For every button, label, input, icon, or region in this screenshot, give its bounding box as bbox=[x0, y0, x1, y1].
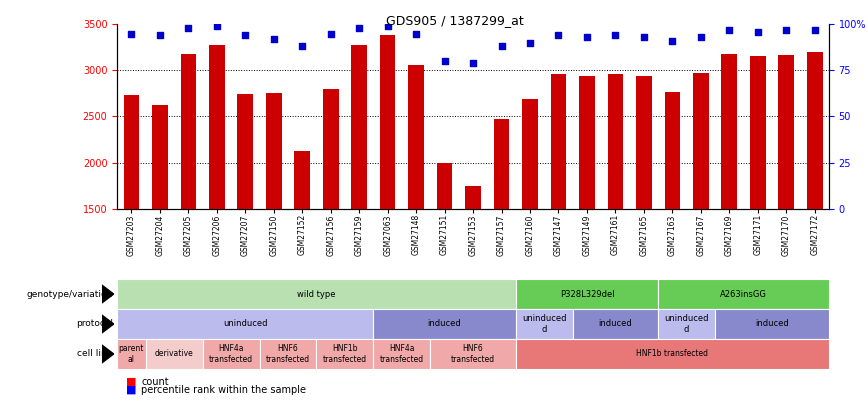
Text: HNF4a
transfected: HNF4a transfected bbox=[209, 344, 253, 364]
Point bbox=[808, 27, 822, 33]
Point bbox=[153, 32, 167, 38]
Bar bbox=[523, 99, 538, 209]
Point bbox=[409, 30, 423, 37]
Bar bbox=[779, 55, 794, 209]
Bar bbox=[550, 74, 566, 209]
Bar bbox=[181, 54, 196, 209]
Bar bbox=[721, 54, 737, 209]
Text: cell line: cell line bbox=[77, 350, 113, 358]
Text: induced: induced bbox=[428, 320, 462, 328]
Text: count: count bbox=[141, 377, 169, 386]
Point bbox=[239, 32, 253, 38]
Bar bbox=[465, 185, 481, 209]
Bar bbox=[750, 55, 766, 209]
Point bbox=[751, 28, 765, 35]
Point bbox=[124, 30, 138, 37]
Text: HNF6
transfected: HNF6 transfected bbox=[451, 344, 495, 364]
Bar bbox=[608, 74, 623, 209]
Text: HNF4a
transfected: HNF4a transfected bbox=[380, 344, 424, 364]
Text: induced: induced bbox=[755, 320, 789, 328]
Text: protocol: protocol bbox=[76, 320, 113, 328]
Text: derivative: derivative bbox=[155, 350, 194, 358]
Text: ■: ■ bbox=[126, 385, 136, 394]
Polygon shape bbox=[102, 315, 114, 333]
Polygon shape bbox=[102, 345, 114, 363]
Bar bbox=[579, 76, 595, 209]
Point bbox=[324, 30, 338, 37]
Polygon shape bbox=[102, 285, 114, 303]
Bar bbox=[665, 92, 681, 209]
Point bbox=[580, 34, 594, 40]
Bar bbox=[323, 89, 339, 209]
Text: P328L329del: P328L329del bbox=[560, 290, 615, 298]
Text: induced: induced bbox=[599, 320, 632, 328]
Point bbox=[495, 43, 509, 50]
Bar bbox=[238, 94, 253, 209]
Point bbox=[637, 34, 651, 40]
Bar bbox=[123, 95, 139, 209]
Bar bbox=[266, 94, 281, 209]
Bar bbox=[807, 52, 823, 209]
Text: ■: ■ bbox=[126, 377, 136, 386]
Bar bbox=[636, 76, 652, 209]
Text: uninduced
d: uninduced d bbox=[664, 314, 709, 334]
Text: HNF1b transfected: HNF1b transfected bbox=[636, 350, 708, 358]
Point bbox=[295, 43, 309, 50]
Bar bbox=[352, 45, 367, 209]
Bar bbox=[408, 65, 424, 209]
Text: GDS905 / 1387299_at: GDS905 / 1387299_at bbox=[386, 14, 524, 27]
Point bbox=[694, 34, 707, 40]
Text: percentile rank within the sample: percentile rank within the sample bbox=[141, 385, 306, 394]
Bar bbox=[693, 73, 708, 209]
Point bbox=[266, 36, 280, 42]
Point bbox=[666, 38, 680, 44]
Text: HNF6
transfected: HNF6 transfected bbox=[266, 344, 310, 364]
Bar bbox=[209, 45, 225, 209]
Point bbox=[523, 40, 537, 46]
Point bbox=[381, 23, 395, 30]
Text: A263insGG: A263insGG bbox=[720, 290, 767, 298]
Point bbox=[722, 27, 736, 33]
Text: uninduced
d: uninduced d bbox=[522, 314, 567, 334]
Point bbox=[551, 32, 565, 38]
Point bbox=[352, 25, 366, 31]
Text: wild type: wild type bbox=[297, 290, 336, 298]
Text: parent
al: parent al bbox=[119, 344, 144, 364]
Text: uninduced: uninduced bbox=[223, 320, 267, 328]
Bar bbox=[380, 35, 396, 209]
Point bbox=[210, 23, 224, 30]
Point bbox=[779, 27, 793, 33]
Bar bbox=[437, 164, 452, 209]
Bar bbox=[152, 105, 168, 209]
Bar bbox=[494, 119, 510, 209]
Point bbox=[608, 32, 622, 38]
Bar bbox=[294, 151, 310, 209]
Text: HNF1b
transfected: HNF1b transfected bbox=[323, 344, 367, 364]
Point bbox=[437, 58, 451, 64]
Point bbox=[181, 25, 195, 31]
Text: genotype/variation: genotype/variation bbox=[27, 290, 113, 298]
Point bbox=[466, 60, 480, 66]
